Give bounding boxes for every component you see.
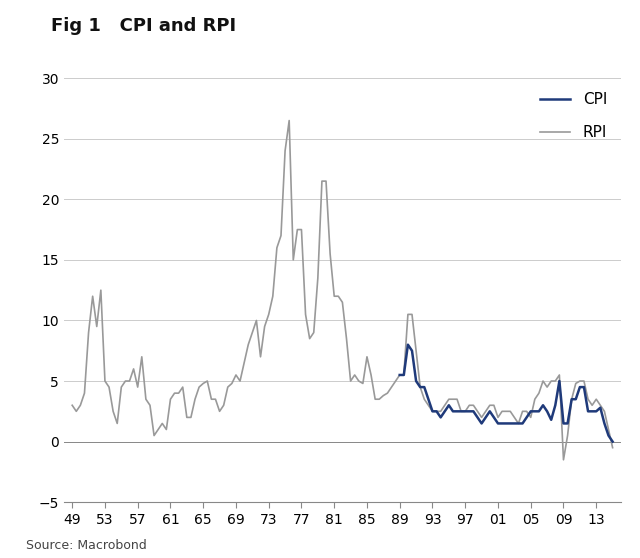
CPI	[588, 408, 596, 415]
RPI	[412, 348, 420, 354]
CPI	[609, 438, 616, 445]
RPI	[596, 402, 604, 408]
Text: Source: Macrobond: Source: Macrobond	[26, 540, 147, 552]
CPI	[527, 408, 534, 415]
CPI	[564, 420, 572, 427]
RPI	[584, 396, 592, 402]
RPI	[105, 384, 113, 391]
Text: Fig 1   CPI and RPI: Fig 1 CPI and RPI	[51, 17, 236, 35]
CPI	[404, 341, 412, 348]
CPI	[535, 408, 543, 415]
RPI	[429, 408, 436, 415]
Line: CPI: CPI	[400, 345, 612, 441]
CPI	[523, 414, 531, 421]
RPI	[559, 456, 567, 463]
Legend: CPI, RPI: CPI, RPI	[534, 86, 613, 146]
CPI	[396, 372, 404, 378]
RPI	[445, 396, 452, 402]
Line: RPI: RPI	[72, 121, 612, 460]
CPI	[458, 408, 465, 415]
RPI	[609, 444, 616, 451]
RPI	[285, 117, 293, 124]
RPI	[68, 402, 76, 408]
